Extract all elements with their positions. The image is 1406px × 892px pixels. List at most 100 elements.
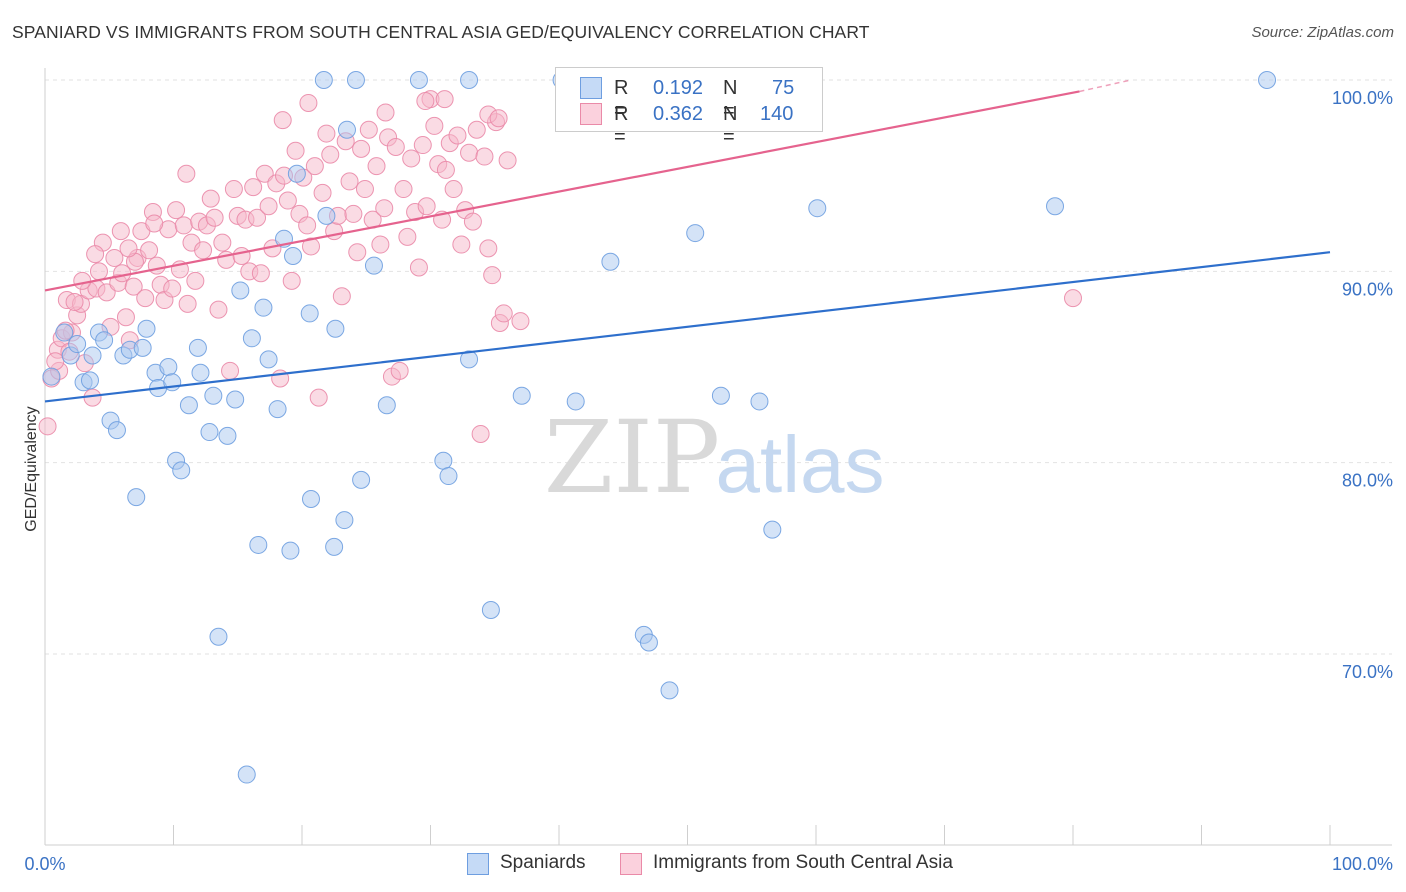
data-point-immigrants bbox=[209, 300, 228, 319]
data-point-immigrants bbox=[224, 180, 243, 199]
data-point-immigrants bbox=[489, 109, 508, 128]
x-tick-label-max: 100.0% bbox=[1332, 854, 1393, 874]
data-point-immigrants bbox=[301, 237, 320, 256]
r-value: 0.192 bbox=[653, 77, 704, 99]
y-tick-label: 90.0% bbox=[1342, 279, 1393, 299]
data-point-immigrants bbox=[409, 258, 428, 277]
data-point-spaniards bbox=[172, 461, 191, 480]
data-point-immigrants bbox=[244, 178, 263, 197]
data-point-immigrants bbox=[201, 189, 220, 208]
trend-line-immigrants bbox=[44, 90, 1080, 292]
data-point-spaniards bbox=[137, 319, 156, 338]
y-tick-label: 100.0% bbox=[1332, 88, 1393, 108]
data-point-immigrants bbox=[298, 216, 317, 235]
data-point-spaniards bbox=[159, 358, 178, 376]
data-point-immigrants bbox=[167, 201, 186, 220]
data-point-spaniards bbox=[346, 71, 365, 89]
data-point-immigrants bbox=[394, 180, 413, 199]
data-point-spaniards bbox=[686, 224, 705, 243]
data-point-immigrants bbox=[475, 147, 494, 166]
data-point-immigrants bbox=[436, 160, 455, 179]
data-point-spaniards bbox=[337, 120, 356, 139]
data-point-spaniards bbox=[808, 199, 827, 218]
data-point-spaniards bbox=[254, 298, 273, 317]
r-value: 0.362 bbox=[653, 103, 704, 125]
data-point-spaniards bbox=[80, 371, 99, 390]
data-point-spaniards bbox=[249, 535, 268, 554]
data-point-spaniards bbox=[237, 765, 256, 784]
n-value: 140 bbox=[760, 103, 794, 125]
data-point-spaniards bbox=[566, 392, 585, 411]
data-point-spaniards bbox=[284, 247, 303, 266]
data-point-immigrants bbox=[448, 126, 467, 145]
data-point-spaniards bbox=[204, 386, 223, 405]
data-point-immigrants bbox=[119, 239, 138, 258]
data-point-immigrants bbox=[371, 235, 390, 254]
watermark: ZIP atlas bbox=[544, 399, 885, 516]
data-point-immigrants bbox=[186, 271, 205, 290]
data-point-immigrants bbox=[467, 120, 486, 139]
data-point-spaniards bbox=[226, 390, 245, 409]
data-point-spaniards bbox=[133, 338, 152, 357]
data-point-immigrants bbox=[375, 199, 394, 218]
data-point-immigrants bbox=[435, 90, 454, 109]
data-point-spaniards bbox=[281, 541, 300, 560]
data-point-immigrants bbox=[286, 141, 305, 160]
y-tick-label: 80.0% bbox=[1342, 471, 1393, 491]
data-point-spaniards bbox=[68, 335, 87, 354]
data-point-immigrants bbox=[313, 183, 332, 202]
correlation-legend: R = 0.192 N = 75 R = 0.362 N = 140 bbox=[555, 67, 823, 148]
data-point-immigrants bbox=[194, 241, 213, 260]
data-point-spaniards bbox=[218, 426, 237, 445]
data-point-spaniards bbox=[711, 386, 730, 405]
data-point-spaniards bbox=[107, 421, 126, 440]
r-label: R = bbox=[614, 77, 629, 122]
legend-swatch-pink bbox=[620, 853, 642, 875]
data-point-immigrants bbox=[321, 145, 340, 164]
x-tick-labels: 0.0% 100.0% bbox=[24, 854, 1393, 874]
data-point-immigrants bbox=[463, 212, 482, 231]
data-point-spaniards bbox=[209, 627, 228, 646]
data-point-immigrants bbox=[402, 149, 421, 168]
data-point-immigrants bbox=[386, 137, 405, 156]
x-tick-label-min: 0.0% bbox=[24, 854, 65, 874]
data-point-spaniards bbox=[460, 350, 479, 369]
data-point-spaniards bbox=[268, 400, 287, 419]
data-point-immigrants bbox=[46, 352, 65, 371]
data-point-immigrants bbox=[105, 248, 124, 267]
data-point-spaniards bbox=[200, 423, 219, 442]
data-point-spaniards bbox=[231, 281, 250, 300]
data-point-immigrants bbox=[417, 197, 436, 216]
data-point-immigrants bbox=[511, 312, 530, 331]
data-point-immigrants bbox=[460, 143, 479, 162]
data-point-spaniards bbox=[439, 467, 458, 486]
data-point-immigrants bbox=[205, 208, 224, 227]
data-point-immigrants bbox=[73, 271, 92, 290]
legend-swatch-blue bbox=[467, 853, 489, 875]
series-immigrants-points bbox=[38, 90, 1082, 443]
data-point-spaniards bbox=[42, 367, 61, 386]
data-point-immigrants bbox=[413, 136, 432, 155]
data-point-immigrants bbox=[309, 388, 328, 407]
data-point-immigrants bbox=[355, 180, 374, 199]
legend-swatch-blue bbox=[580, 77, 602, 99]
data-point-spaniards bbox=[750, 392, 769, 411]
data-point-immigrants bbox=[498, 151, 517, 170]
data-point-immigrants bbox=[273, 111, 292, 130]
data-point-immigrants bbox=[282, 271, 301, 290]
data-point-immigrants bbox=[471, 424, 490, 443]
data-point-immigrants bbox=[140, 241, 159, 260]
data-point-spaniards bbox=[409, 71, 428, 89]
data-point-spaniards bbox=[512, 386, 531, 405]
data-point-immigrants bbox=[425, 116, 444, 135]
y-tick-label: 70.0% bbox=[1342, 662, 1393, 682]
data-point-immigrants bbox=[317, 124, 336, 143]
data-point-immigrants bbox=[174, 216, 193, 235]
data-point-spaniards bbox=[317, 206, 336, 225]
legend-swatch-pink bbox=[580, 103, 602, 125]
data-point-spaniards bbox=[1258, 71, 1277, 89]
data-point-immigrants bbox=[213, 233, 232, 252]
data-point-immigrants bbox=[86, 245, 105, 264]
data-point-spaniards bbox=[314, 71, 333, 89]
